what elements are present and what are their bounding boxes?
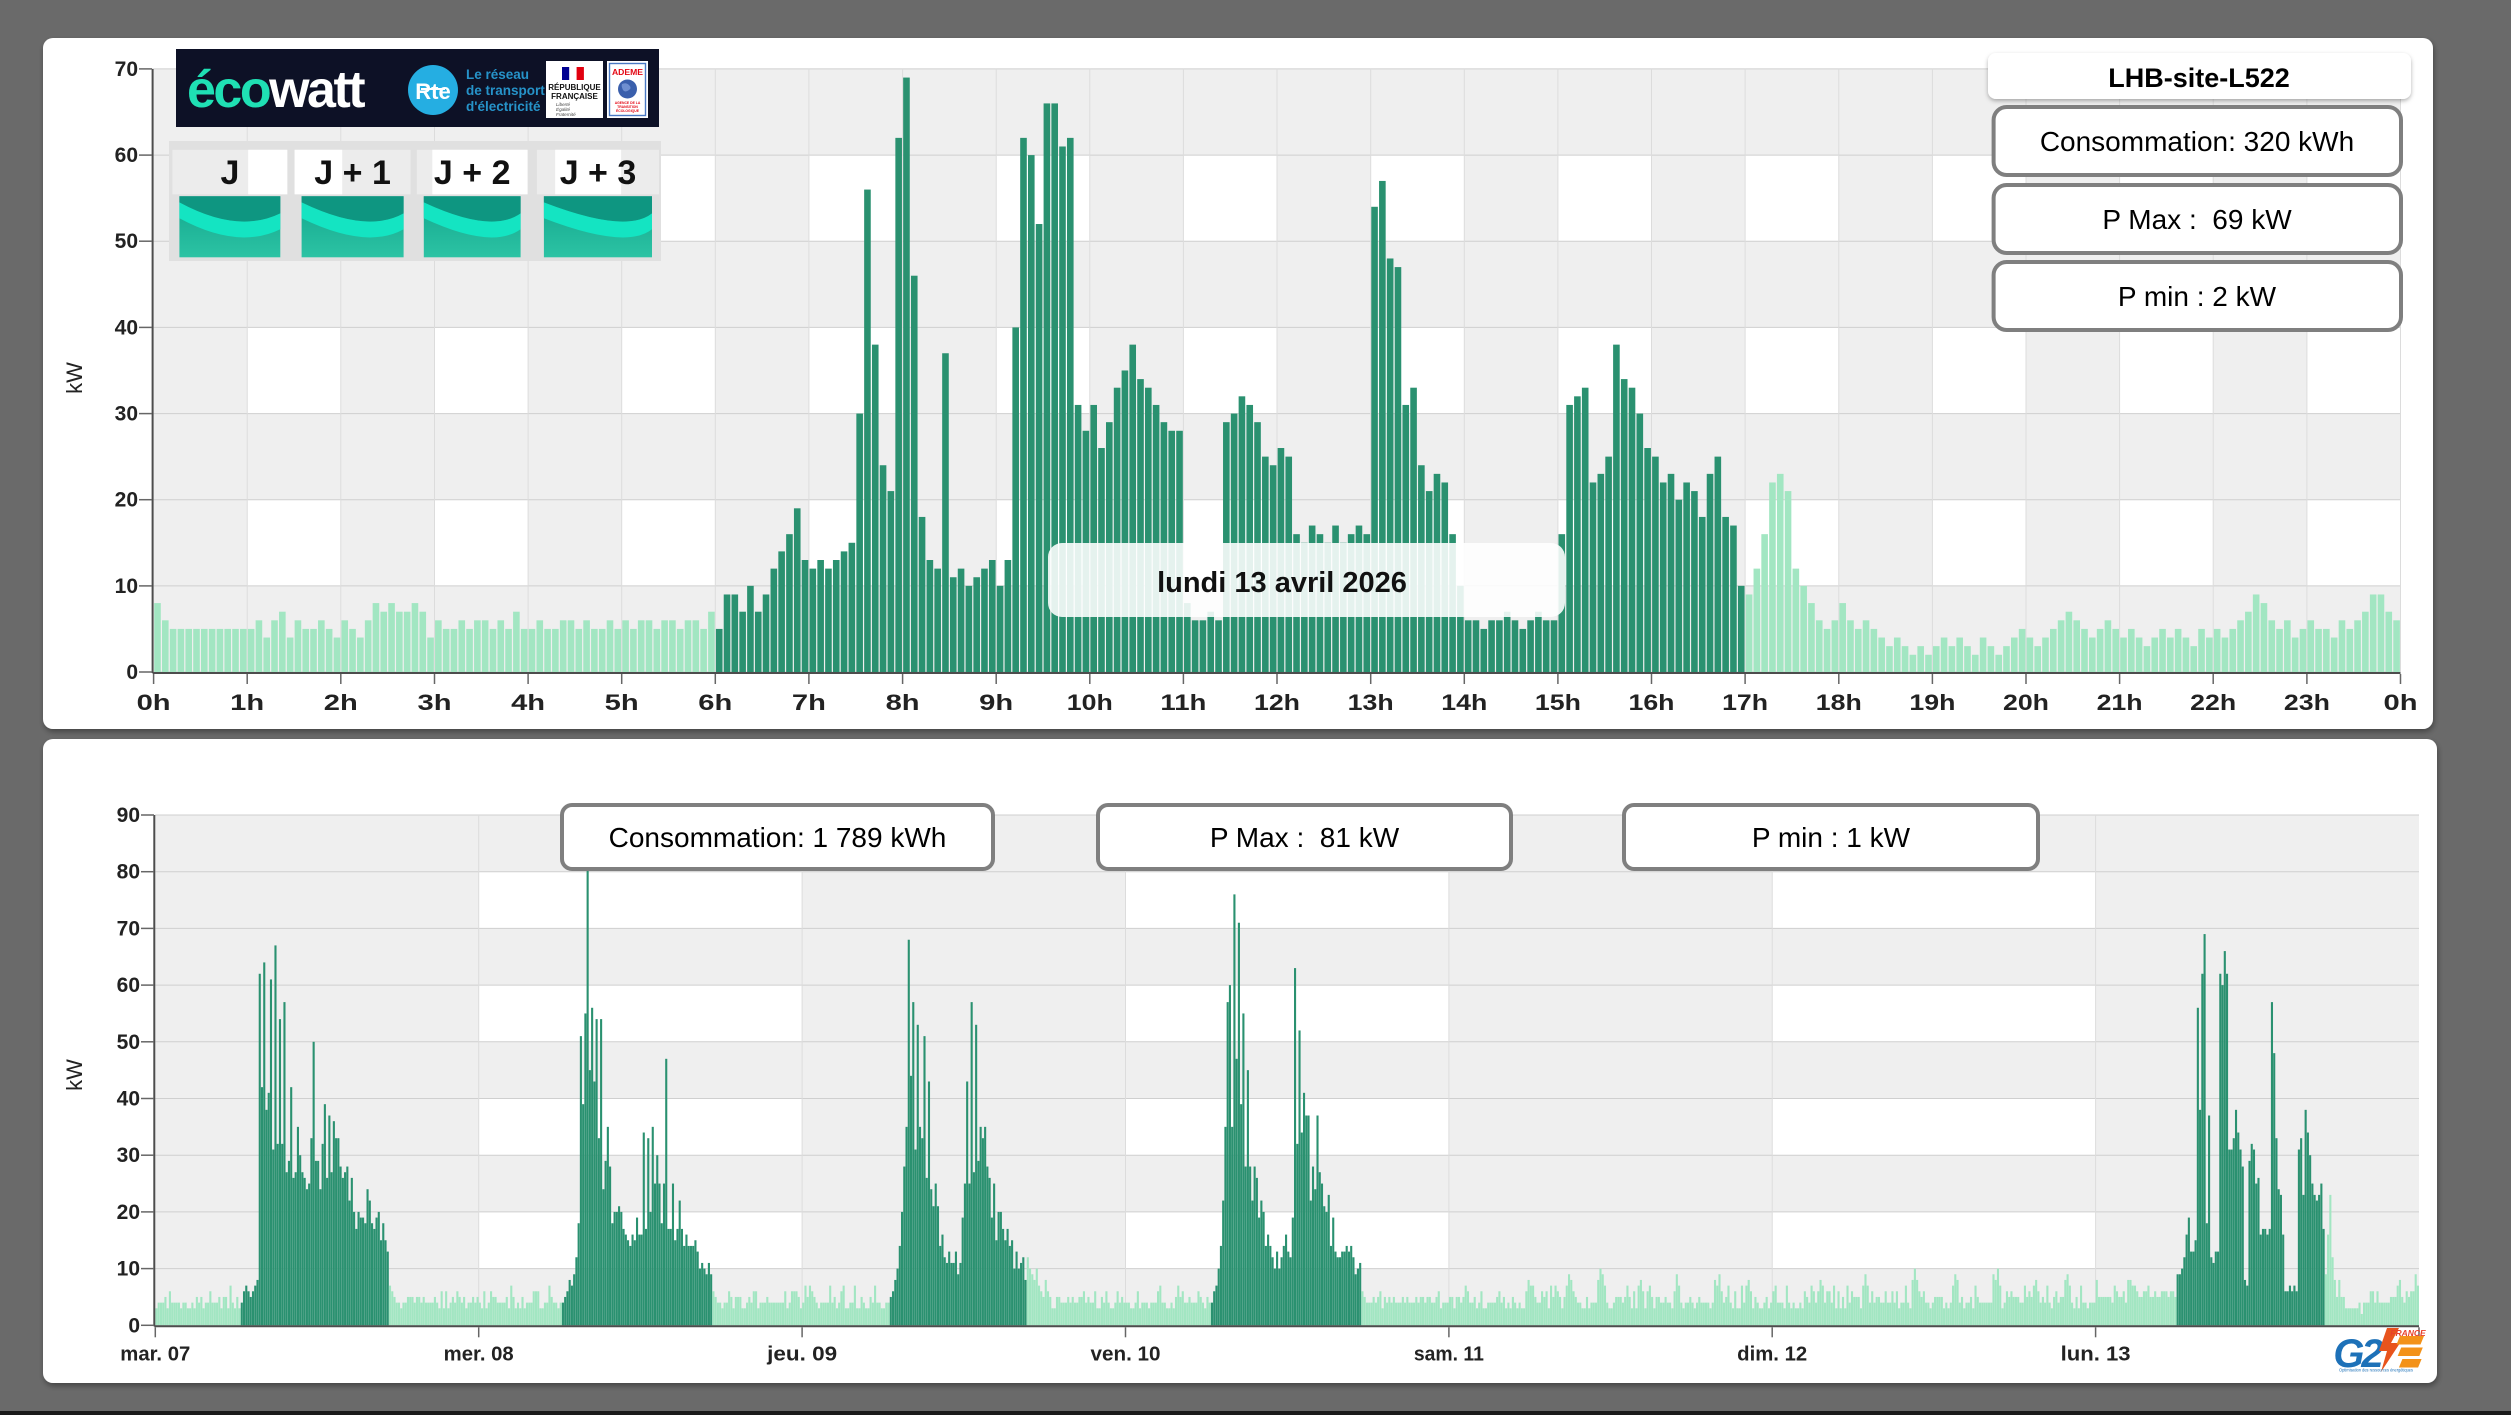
svg-text:8h: 8h (886, 690, 920, 715)
svg-text:23h: 23h (2284, 690, 2330, 715)
svg-text:J: J (220, 154, 239, 192)
svg-text:FRANÇAISE: FRANÇAISE (551, 92, 598, 101)
svg-text:19h: 19h (1909, 690, 1955, 715)
svg-text:Liberté: Liberté (556, 102, 570, 107)
svg-text:sam. 11: sam. 11 (1414, 1343, 1484, 1365)
svg-text:30: 30 (117, 1144, 140, 1167)
svg-text:dim. 12: dim. 12 (1737, 1343, 1807, 1365)
svg-text:J + 3: J + 3 (560, 154, 637, 192)
svg-text:Consommation: 1 789 kWh: Consommation: 1 789 kWh (609, 822, 947, 853)
svg-text:12h: 12h (1254, 690, 1300, 715)
svg-text:Optimisation des ressources én: Optimisation des ressources énergétiques (2339, 1368, 2413, 1374)
svg-text:ÉCOLOGIQUE: ÉCOLOGIQUE (616, 108, 640, 113)
svg-text:60: 60 (117, 974, 140, 997)
svg-text:G2: G2 (2333, 1332, 2383, 1376)
svg-text:Rte: Rte (415, 79, 450, 104)
svg-text:14h: 14h (1441, 690, 1487, 715)
svg-text:15h: 15h (1535, 690, 1581, 715)
svg-text:20h: 20h (2003, 690, 2049, 715)
svg-text:de transport: de transport (466, 83, 545, 98)
svg-text:ven. 10: ven. 10 (1091, 1343, 1161, 1365)
svg-text:P min : 1 kW: P min : 1 kW (1752, 822, 1911, 853)
svg-text:écowatt: écowatt (187, 61, 365, 119)
svg-text:50: 50 (115, 230, 138, 253)
svg-text:10: 10 (115, 575, 138, 598)
svg-text:0h: 0h (137, 690, 171, 715)
svg-text:mer. 08: mer. 08 (444, 1343, 514, 1365)
svg-text:d'électricité: d'électricité (466, 99, 541, 114)
svg-text:17h: 17h (1722, 690, 1768, 715)
svg-text:2h: 2h (324, 690, 358, 715)
svg-text:lun. 13: lun. 13 (2061, 1343, 2131, 1365)
svg-text:Le réseau: Le réseau (466, 67, 529, 82)
svg-text:5h: 5h (605, 690, 639, 715)
svg-text:18h: 18h (1816, 690, 1862, 715)
svg-text:P Max : 81 kW: P Max : 81 kW (1210, 822, 1400, 853)
svg-text:7h: 7h (792, 690, 826, 715)
svg-text:6h: 6h (698, 690, 732, 715)
svg-text:kW: kW (62, 362, 87, 394)
svg-text:60: 60 (115, 144, 138, 167)
svg-text:40: 40 (115, 316, 138, 339)
svg-text:11h: 11h (1160, 690, 1206, 715)
svg-text:9h: 9h (979, 690, 1013, 715)
svg-text:10: 10 (117, 1258, 140, 1281)
svg-text:4h: 4h (511, 690, 545, 715)
svg-text:80: 80 (117, 861, 140, 884)
svg-text:P min : 2 kW: P min : 2 kW (2118, 281, 2277, 312)
svg-text:kW: kW (62, 1059, 87, 1091)
svg-text:ADEME: ADEME (612, 67, 643, 77)
svg-text:21h: 21h (2097, 690, 2143, 715)
svg-text:AGENCE DE LA: AGENCE DE LA (615, 101, 641, 105)
svg-text:0: 0 (126, 661, 138, 684)
svg-text:22h: 22h (2190, 690, 2236, 715)
svg-text:1h: 1h (230, 690, 264, 715)
svg-text:13h: 13h (1348, 690, 1394, 715)
svg-text:20: 20 (115, 489, 138, 512)
svg-text:70: 70 (115, 58, 138, 81)
svg-text:40: 40 (117, 1088, 140, 1111)
svg-text:Égalité: Égalité (556, 106, 570, 112)
svg-text:0h: 0h (2384, 690, 2418, 715)
svg-text:90: 90 (117, 804, 140, 827)
svg-text:16h: 16h (1629, 690, 1675, 715)
svg-text:P Max : 69 kW: P Max : 69 kW (2102, 204, 2292, 235)
svg-text:10h: 10h (1067, 690, 1113, 715)
svg-text:LHB-site-L522: LHB-site-L522 (2108, 63, 2290, 93)
svg-text:RÉPUBLIQUE: RÉPUBLIQUE (548, 83, 601, 92)
svg-text:jeu. 09: jeu. 09 (766, 1343, 837, 1365)
svg-text:TRANSITION: TRANSITION (617, 105, 638, 109)
svg-text:3h: 3h (418, 690, 452, 715)
svg-text:J + 1: J + 1 (314, 154, 391, 192)
svg-text:J + 2: J + 2 (434, 154, 511, 192)
svg-text:FRANCE: FRANCE (2390, 1328, 2426, 1338)
svg-text:0: 0 (128, 1314, 140, 1337)
svg-text:30: 30 (115, 403, 138, 426)
svg-text:Consommation: 320 kWh: Consommation: 320 kWh (2040, 126, 2354, 157)
svg-text:Fraternité: Fraternité (556, 112, 576, 117)
svg-text:50: 50 (117, 1031, 140, 1054)
svg-text:lundi 13 avril 2026: lundi 13 avril 2026 (1157, 567, 1407, 599)
svg-text:mar. 07: mar. 07 (120, 1343, 190, 1365)
svg-text:20: 20 (117, 1201, 140, 1224)
svg-text:70: 70 (117, 917, 140, 940)
